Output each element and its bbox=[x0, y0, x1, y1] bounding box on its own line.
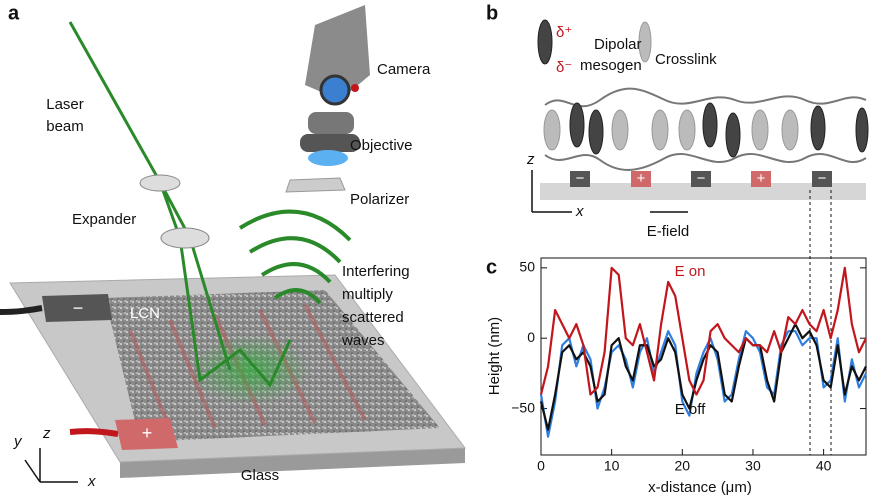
electrode-sign: − bbox=[576, 170, 585, 187]
electrode-sign: + bbox=[142, 423, 153, 443]
camera bbox=[286, 5, 370, 192]
y-axis-label: Height (nm) bbox=[486, 317, 503, 395]
series-line bbox=[541, 268, 866, 395]
cable bbox=[0, 308, 42, 312]
mesogen-label: mesogen bbox=[580, 57, 642, 74]
axis-label: y bbox=[13, 433, 23, 450]
scatter-glow bbox=[190, 335, 310, 405]
panel-c: c Height (nm) x-distance (μm) −50 0 50 0 10 2… bbox=[486, 256, 866, 496]
polarizer-label: Polarizer bbox=[350, 191, 409, 208]
lens bbox=[140, 175, 180, 191]
crosslink-label: Crosslink bbox=[655, 51, 717, 68]
waves-label: Interfering bbox=[342, 263, 410, 280]
lens bbox=[161, 228, 209, 248]
electrode-sign: − bbox=[818, 170, 827, 187]
y-tick-label: 50 bbox=[519, 259, 535, 275]
electrode-sign: + bbox=[637, 170, 646, 187]
x-tick-label: 20 bbox=[675, 458, 691, 474]
camera-label: Camera bbox=[377, 61, 431, 78]
panel-label: c bbox=[486, 256, 497, 278]
waves-label: multiply bbox=[342, 286, 393, 303]
x-tick-label: 30 bbox=[745, 458, 761, 474]
glass-label: Glass bbox=[241, 467, 279, 484]
axes-a bbox=[25, 448, 78, 482]
delta-minus: δ⁻ bbox=[556, 59, 572, 76]
electrode-sign: + bbox=[757, 170, 766, 187]
electrode-sign: − bbox=[73, 298, 84, 318]
axis-label: z bbox=[526, 151, 535, 168]
cable bbox=[70, 431, 118, 434]
waves-label: waves bbox=[341, 332, 385, 349]
dipoles bbox=[538, 20, 868, 157]
axis-label: x bbox=[87, 473, 96, 490]
electrode-sign: − bbox=[697, 170, 706, 187]
field-label: E-field bbox=[647, 223, 690, 240]
panel-label: a bbox=[8, 2, 20, 24]
x-tick-label: 40 bbox=[816, 458, 832, 474]
y-tick-label: 0 bbox=[527, 329, 535, 345]
expander-label: Expander bbox=[72, 211, 136, 228]
waves-label: scattered bbox=[342, 309, 404, 326]
series-label: E on bbox=[675, 263, 706, 280]
objective-label: Objective bbox=[350, 137, 413, 154]
x-axis-label: x-distance (μm) bbox=[648, 479, 752, 496]
laser-label: Laser bbox=[46, 96, 84, 113]
figure: a − + LCN Glass bbox=[0, 0, 869, 497]
series-label: E off bbox=[675, 401, 706, 418]
y-tick-label: −50 bbox=[511, 399, 535, 415]
lcn-label: LCN bbox=[130, 305, 160, 322]
delta-plus: δ⁺ bbox=[556, 24, 572, 41]
laser-label: beam bbox=[46, 118, 84, 135]
mesogen-label: Dipolar bbox=[594, 36, 642, 53]
x-tick-label: 0 bbox=[537, 458, 545, 474]
axis-label: z bbox=[42, 425, 51, 442]
panel-label: b bbox=[486, 2, 498, 24]
panel-a: a − + LCN Glass bbox=[0, 2, 465, 490]
axis-label: x bbox=[575, 203, 584, 220]
x-tick-label: 10 bbox=[604, 458, 620, 474]
